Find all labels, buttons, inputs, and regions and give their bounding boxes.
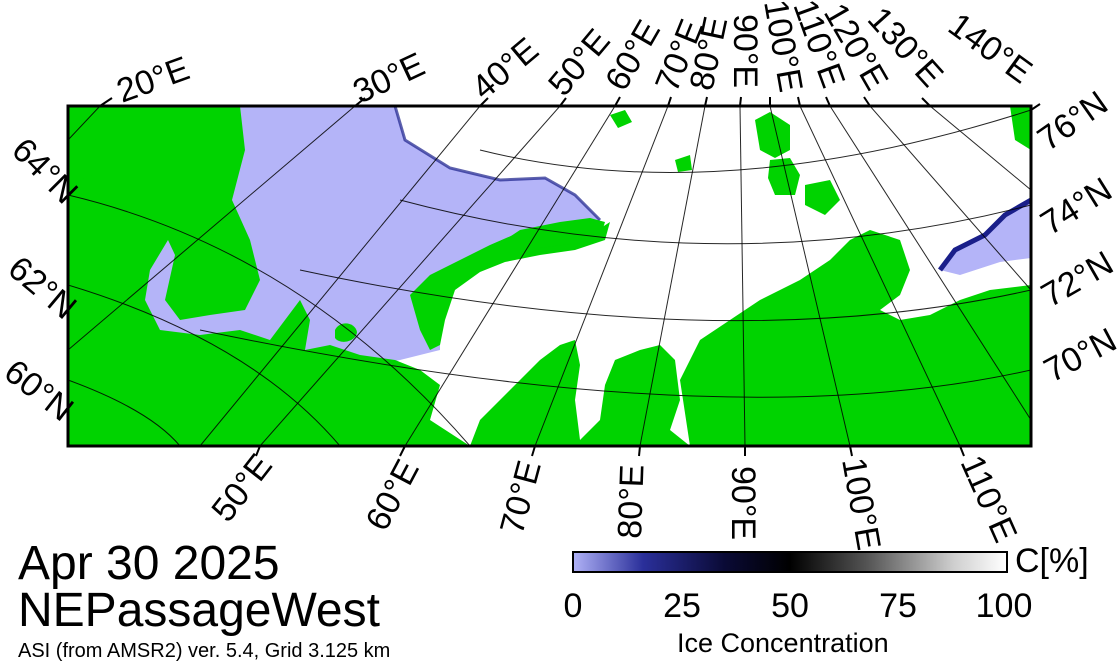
lon-label-bottom-60e: 60°E xyxy=(359,453,427,536)
land-novaya-zemlya xyxy=(490,218,605,262)
meridian-30 xyxy=(68,106,356,351)
land-gydan xyxy=(680,230,1031,446)
meridian-120 xyxy=(829,106,1031,421)
lon-label-20e: 20°E xyxy=(112,49,195,110)
legend-caption: Ice Concentration xyxy=(677,628,889,658)
parallel-62 xyxy=(68,284,341,446)
legend-color-bar xyxy=(572,551,1008,573)
color-legend: C[%] 0 25 50 75 100 Ice Concentration xyxy=(560,540,1100,666)
bottom-longitude-labels: 50°E 60°E 70°E 80°E 90°E 100°E 110°E xyxy=(204,447,1024,553)
ice-edge xyxy=(393,106,602,222)
parallel-64 xyxy=(68,194,471,446)
land-west-siberia xyxy=(470,340,690,446)
meridian-80 xyxy=(639,106,706,446)
land-sibir-islands xyxy=(1010,106,1031,150)
land-greenland-tip xyxy=(68,120,100,185)
graticule xyxy=(68,106,1031,446)
lon-label-bottom-50e: 50°E xyxy=(204,447,280,529)
top-longitude-labels: 20°E 30°E 40°E 50°E 60°E 70°E 80°E 90°E … xyxy=(112,0,1039,111)
land-severnaya-zemlya-south xyxy=(768,158,800,195)
legend-tick-50: 50 xyxy=(771,587,809,625)
open-water-laptev xyxy=(940,106,1031,275)
meridian-140 xyxy=(929,106,1031,191)
parallel-74 xyxy=(399,199,1031,245)
parallel-72 xyxy=(299,269,1031,322)
lat-label-70n: 70°N xyxy=(1038,321,1117,390)
top-ticks xyxy=(99,96,1041,111)
lon-label-bottom-70e: 70°E xyxy=(493,457,549,538)
land-scandinavia xyxy=(68,106,470,446)
open-water-laptev-edge xyxy=(938,197,1031,272)
lon-label-40e: 40°E xyxy=(465,30,546,107)
legend-unit: C[%] xyxy=(1015,542,1089,580)
parallel-70 xyxy=(199,329,1031,398)
meridian-40 xyxy=(199,106,481,446)
region-title: NEPassageWest xyxy=(18,584,380,637)
lon-label-bottom-100e: 100°E xyxy=(834,455,888,553)
lon-label-bottom-80e: 80°E xyxy=(611,464,652,539)
legend-tick-75: 75 xyxy=(879,587,917,625)
parallel-60 xyxy=(68,379,181,446)
lon-label-140e: 140°E xyxy=(941,6,1039,91)
meridian-100 xyxy=(769,106,851,446)
meridian-60 xyxy=(404,106,616,446)
land-small-island xyxy=(675,155,692,172)
parallel-76 xyxy=(479,109,1031,173)
lon-label-bottom-90e: 90°E xyxy=(724,466,762,540)
meridian-130 xyxy=(869,106,1031,291)
lon-label-90e: 90°E xyxy=(726,14,764,88)
product-info: ASI (from AMSR2) ver. 5.4, Grid 3.125 km xyxy=(18,640,391,662)
meridian-50 xyxy=(259,106,561,446)
land-franz-josef xyxy=(610,110,632,128)
lon-label-bottom-110e: 110°E xyxy=(953,450,1025,548)
meridian-90 xyxy=(739,106,746,446)
legend-tick-0: 0 xyxy=(563,587,583,625)
map-frame xyxy=(66,104,1033,448)
lat-label-74n: 74°N xyxy=(1034,170,1117,242)
lon-label-30e: 30°E xyxy=(347,45,430,111)
lat-label-76n: 76°N xyxy=(1031,84,1115,159)
date-title: Apr 30 2025 xyxy=(18,537,280,590)
land-taymyr-tip xyxy=(805,180,840,215)
lat-label-72n: 72°N xyxy=(1035,244,1117,315)
meridian-20 xyxy=(68,106,101,141)
land-severnaya-zemlya xyxy=(755,112,790,158)
right-latitude-labels: 76°N 74°N 72°N 70°N xyxy=(1031,84,1117,390)
land-kolguyev xyxy=(335,323,357,342)
legend-tick-100: 100 xyxy=(975,587,1033,625)
meridian-70 xyxy=(534,106,669,446)
legend-tick-25: 25 xyxy=(663,587,701,625)
map-area xyxy=(68,106,1031,446)
meridian-110 xyxy=(799,106,961,446)
bottom-ticks xyxy=(255,445,965,457)
